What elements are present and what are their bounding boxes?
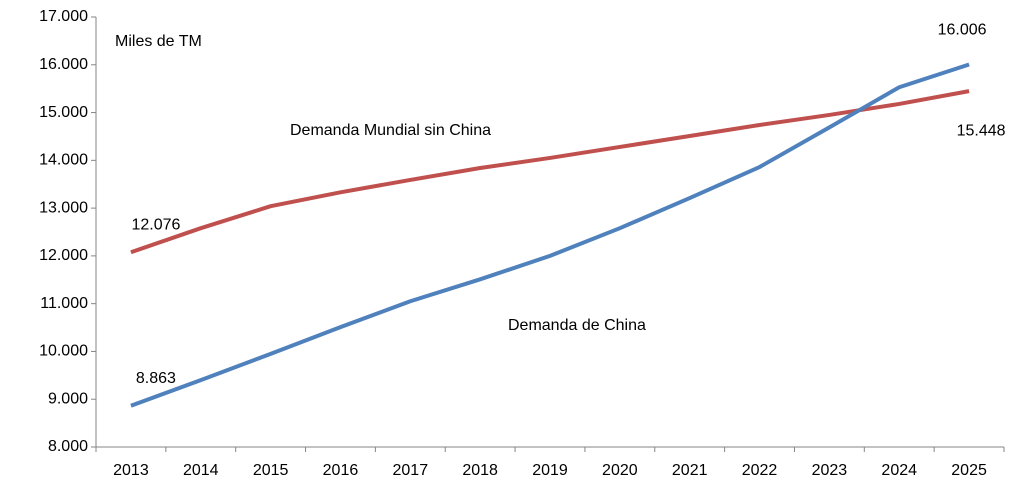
data-label: 8.863 (136, 370, 176, 387)
data-label: 16.006 (938, 22, 987, 39)
x-tick-label: 2022 (742, 462, 778, 479)
x-tick-label: 2013 (113, 462, 149, 479)
data-label: 15.448 (957, 122, 1006, 139)
data-label: 12.076 (131, 216, 180, 233)
y-tick-label: 17.000 (39, 8, 88, 25)
x-tick-label: 2016 (323, 462, 359, 479)
y-tick-label: 9.000 (48, 390, 88, 407)
x-tick-label: 2023 (812, 462, 848, 479)
y-tick-label: 15.000 (39, 104, 88, 121)
y-tick-label: 10.000 (39, 343, 88, 360)
series-label: Demanda de China (508, 317, 646, 334)
x-tick-label: 2015 (253, 462, 289, 479)
x-tick-label: 2025 (951, 462, 987, 479)
series-line (130, 89, 970, 255)
x-tick-label: 2020 (602, 462, 638, 479)
y-tick-label: 16.000 (39, 56, 88, 73)
x-tick-label: 2017 (393, 462, 429, 479)
y-tick-label: 13.000 (39, 199, 88, 216)
series-line (130, 62, 970, 408)
x-tick-label: 2014 (183, 462, 219, 479)
y-tick-label: 14.000 (39, 152, 88, 169)
y-tick-label: 11.000 (40, 295, 88, 312)
y-tick-label: 8.000 (48, 438, 88, 455)
x-tick-label: 2024 (881, 462, 917, 479)
x-tick-label: 2019 (532, 462, 568, 479)
x-tick-label: 2018 (462, 462, 498, 479)
y-axis-label: Miles de TM (115, 33, 202, 50)
y-tick-label: 12.000 (39, 247, 88, 264)
x-tick-label: 2021 (672, 462, 708, 479)
series-label: Demanda Mundial sin China (290, 122, 491, 139)
